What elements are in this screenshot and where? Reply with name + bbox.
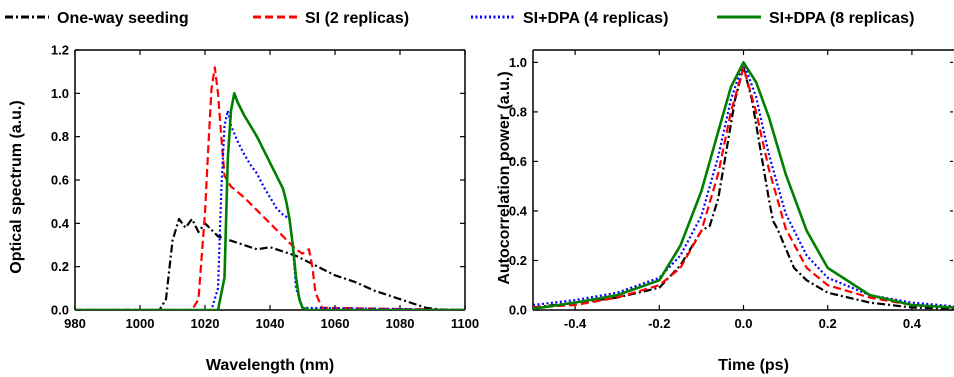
y-tick-label: 0.2: [51, 259, 69, 274]
y-tick-label: 0.4: [51, 216, 70, 231]
series-line-optical-spectrum-3: [75, 92, 465, 310]
x-tick-label: 1060: [321, 316, 350, 331]
legend-label: One-way seeding: [57, 10, 189, 27]
x-tick-label: 1100: [451, 316, 479, 331]
y-tick-label: 0.2: [509, 253, 527, 268]
y-tick-label: 0.6: [51, 173, 69, 188]
series-line-autocorrelation-0: [533, 66, 954, 310]
y-tick-label: 1.2: [51, 43, 69, 58]
series-line-autocorrelation-3: [533, 61, 954, 310]
y-tick-label: 0.8: [51, 129, 69, 144]
x-tick-label: 0.4: [903, 316, 922, 331]
legend-label: SI+DPA (4 replicas): [523, 10, 668, 27]
x-tick-label: 0.2: [819, 316, 837, 331]
y-tick-label: 0.8: [509, 104, 527, 119]
chart-autocorrelation: -0.4 -0.2 0.0 0.2 0.4 0.0 0.2 0.4 0.6 0.8 1.0 Time …: [496, 49, 954, 374]
x-tick-label: -0.2: [648, 316, 670, 331]
series-line-autocorrelation-1: [533, 66, 954, 309]
y-tick-label: 0.0: [509, 303, 527, 318]
y-tick-label: 0.4: [509, 203, 528, 218]
x-tick-label: 1080: [386, 316, 415, 331]
legend-label: SI+DPA (8 replicas): [769, 10, 914, 27]
y-tick-label: 0.0: [51, 303, 69, 318]
y-tick-label: 1.0: [509, 55, 527, 70]
series-line-optical-spectrum-2: [75, 109, 465, 310]
x-axis-label: Wavelength (nm): [206, 357, 334, 374]
legend-label: SI (2 replicas): [305, 10, 409, 27]
x-tick-label: 1040: [256, 316, 285, 331]
x-tick-label: 1000: [126, 316, 155, 331]
chart-optical-spectrum: 980 1000 1020 1040 1060 1080 1100 0.0 0.2 0.4 0.6 0…: [8, 43, 479, 375]
y-axis-label: Optical spectrum (a.u.): [8, 100, 25, 273]
x-tick-label: 0.0: [734, 316, 752, 331]
x-tick-label: 980: [64, 316, 86, 331]
y-tick-label: 1.0: [51, 86, 69, 101]
series-line-optical-spectrum-0: [75, 217, 465, 310]
y-tick-label: 0.6: [509, 154, 527, 169]
series-line-optical-spectrum-1: [75, 66, 465, 310]
x-tick-label: 1020: [191, 316, 220, 331]
y-axis-label: Autocorrelation power (a.u.): [496, 71, 513, 284]
x-tick-label: -0.4: [564, 316, 587, 331]
x-axis-label: Time (ps): [718, 357, 789, 374]
series-line-autocorrelation-2: [533, 61, 954, 308]
legend: One-way seeding SI (2 replicas) SI+DPA (4 …: [5, 10, 914, 27]
